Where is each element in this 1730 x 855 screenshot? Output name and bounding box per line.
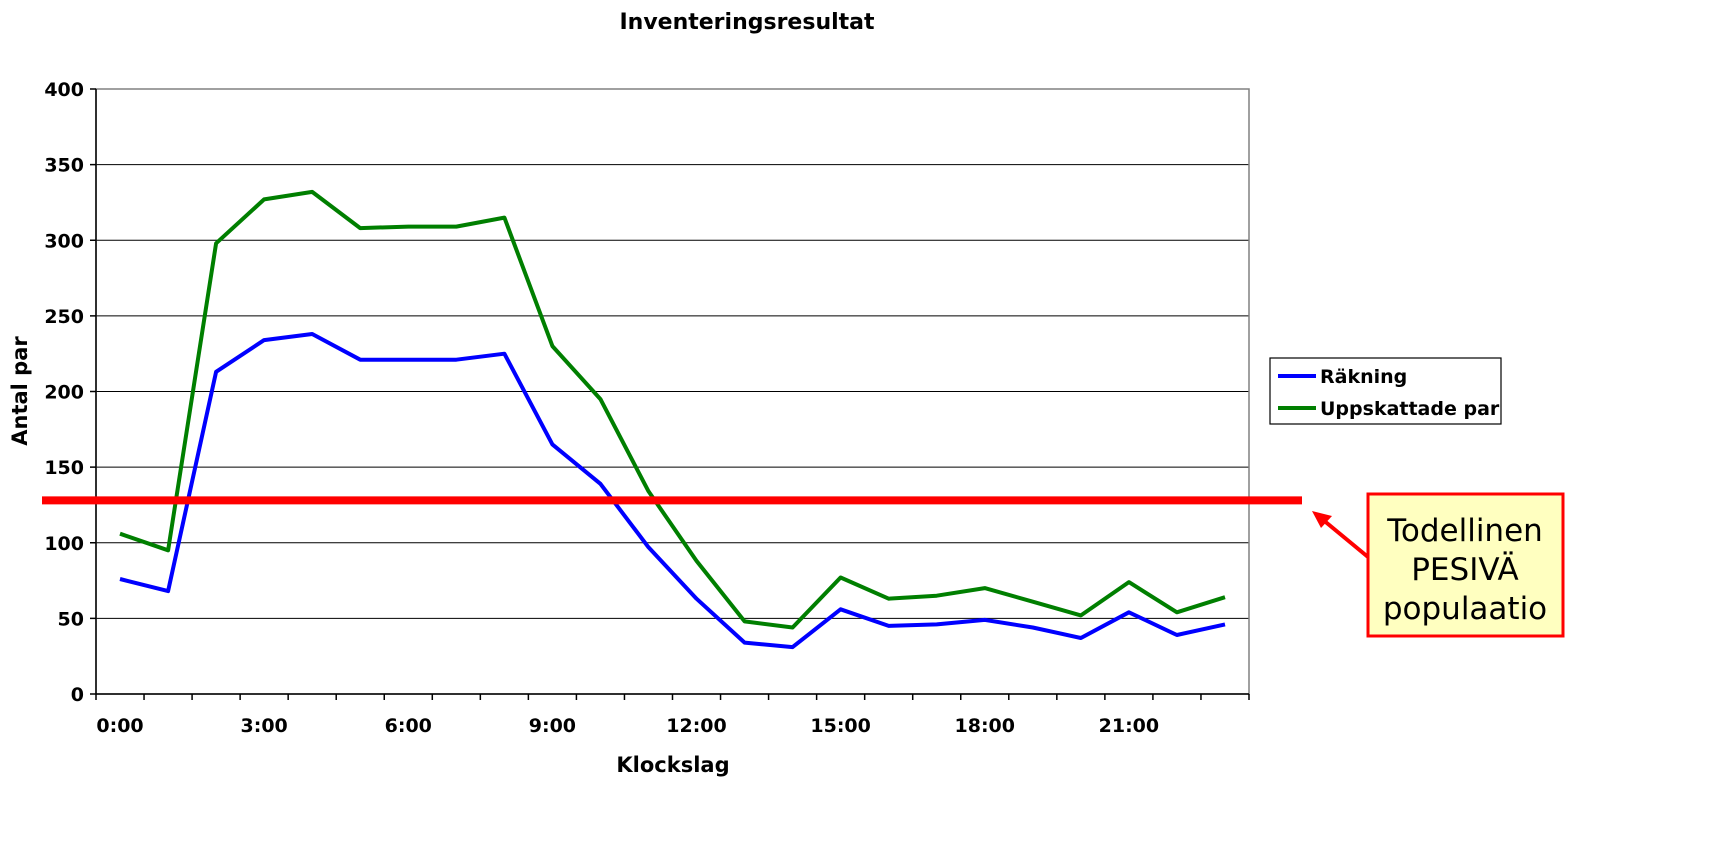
- annotation-line-3: populaatio: [1383, 591, 1547, 627]
- y-tick-label-350: 350: [44, 155, 84, 177]
- y-tick-label-50: 50: [58, 608, 84, 630]
- y-tick-label-300: 300: [44, 230, 84, 252]
- y-tick-label-100: 100: [44, 533, 84, 555]
- chart-title: Inventeringsresultat: [619, 10, 875, 35]
- y-tick-label-250: 250: [44, 306, 84, 328]
- y-axis: 0 50 100 150 200 250 300 350 400: [44, 79, 1249, 706]
- y-tick-label-150: 150: [44, 457, 84, 479]
- x-tick-label-12-00: 12:00: [666, 715, 726, 737]
- series-line-rakning: [119, 332, 1226, 650]
- x-axis: 0:00 3:00 6:00 9:00 12:00 15:00 18:00 21:00: [95, 694, 1250, 737]
- annotation-arrow-head: [1312, 511, 1332, 528]
- x-tick-label-3-00: 3:00: [241, 715, 288, 737]
- legend: Räkning Uppskattade par: [1269, 357, 1502, 425]
- x-tick-label-15-00: 15:00: [810, 715, 870, 737]
- annotation-callout: Todellinen PESIVÄ populaatio: [1312, 492, 1565, 638]
- legend-box: [1269, 357, 1502, 425]
- y-tick-label-0: 0: [71, 684, 84, 706]
- y-tick-label-400: 400: [44, 79, 84, 101]
- gridlines: [96, 88, 1249, 619]
- series-lines: [119, 189, 1226, 650]
- y-tick-label-200: 200: [44, 382, 84, 404]
- x-tick-label-6-00: 6:00: [385, 715, 432, 737]
- x-tick-label-18-00: 18:00: [955, 715, 1015, 737]
- annotation-line-1: Todellinen: [1386, 513, 1543, 549]
- x-axis-title: Klockslag: [616, 753, 729, 777]
- annotation-line-2: PESIVÄ: [1411, 552, 1519, 588]
- annotation-arrow-line: [1320, 517, 1370, 559]
- legend-label-rakning: Räkning: [1320, 366, 1407, 388]
- y-axis-title: Antal par: [8, 336, 32, 446]
- x-tick-label-0-00: 0:00: [96, 715, 143, 737]
- annotation-box: [1366, 492, 1565, 638]
- series-line-uppskattade-par: [119, 189, 1226, 630]
- legend-label-uppskattade-par: Uppskattade par: [1320, 398, 1500, 420]
- x-tick-label-9-00: 9:00: [529, 715, 576, 737]
- x-tick-label-21-00: 21:00: [1099, 715, 1159, 737]
